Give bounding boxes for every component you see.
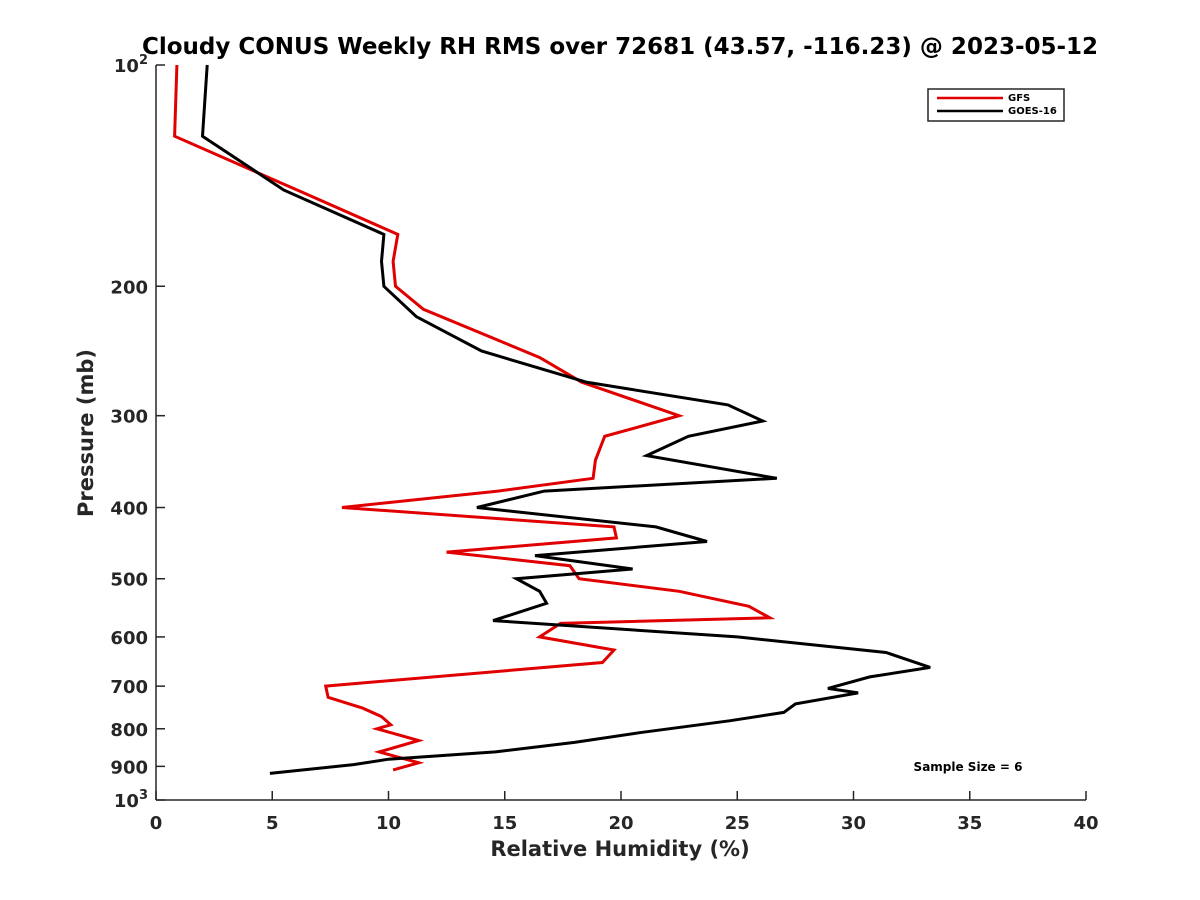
x-tick-label: 5 (266, 813, 279, 834)
x-tick-label: 0 (150, 813, 163, 834)
series-line-gfs (173, 64, 776, 772)
legend-label-gfs: GFS (1008, 93, 1030, 104)
y-tick-label: 300 (110, 407, 148, 428)
x-tick-label: 25 (725, 813, 750, 834)
y-tick-label: 103 (114, 788, 148, 812)
legend-box (927, 88, 1065, 122)
x-tick-label: 40 (1073, 813, 1098, 834)
x-axis-ticks: 0 5 10 15 20 25 30 35 40 (150, 791, 1099, 834)
x-tick-label: 35 (957, 813, 982, 834)
y-tick-label: 700 (110, 677, 148, 698)
x-axis-label: Relative Humidity (%) (490, 837, 749, 861)
series-line-goes-16 (200, 64, 931, 775)
y-tick-label: 200 (110, 277, 148, 298)
y-tick-label: 500 (110, 570, 148, 591)
x-tick-label: 30 (841, 813, 866, 834)
y-axis-ticks: 102 200 300 400 500 600 700 800 900 103 (110, 53, 165, 812)
legend-label-goes16: GOES-16 (1008, 106, 1057, 117)
y-tick-label: 600 (110, 628, 148, 649)
legend: GFS GOES-16 (927, 88, 1065, 122)
y-tick-label: 102 (114, 53, 148, 77)
y-tick-label: 800 (110, 720, 148, 741)
chart-title: Cloudy CONUS Weekly RH RMS over 72681 (4… (142, 34, 1098, 60)
x-tick-label: 20 (608, 813, 633, 834)
y-tick-label: 400 (110, 499, 148, 520)
plot-area (173, 64, 931, 775)
y-tick-label: 900 (110, 757, 148, 778)
sample-size-annotation: Sample Size = 6 (914, 760, 1023, 774)
x-tick-label: 15 (492, 813, 517, 834)
y-axis-label: Pressure (mb) (74, 349, 98, 517)
x-tick-label: 10 (376, 813, 401, 834)
